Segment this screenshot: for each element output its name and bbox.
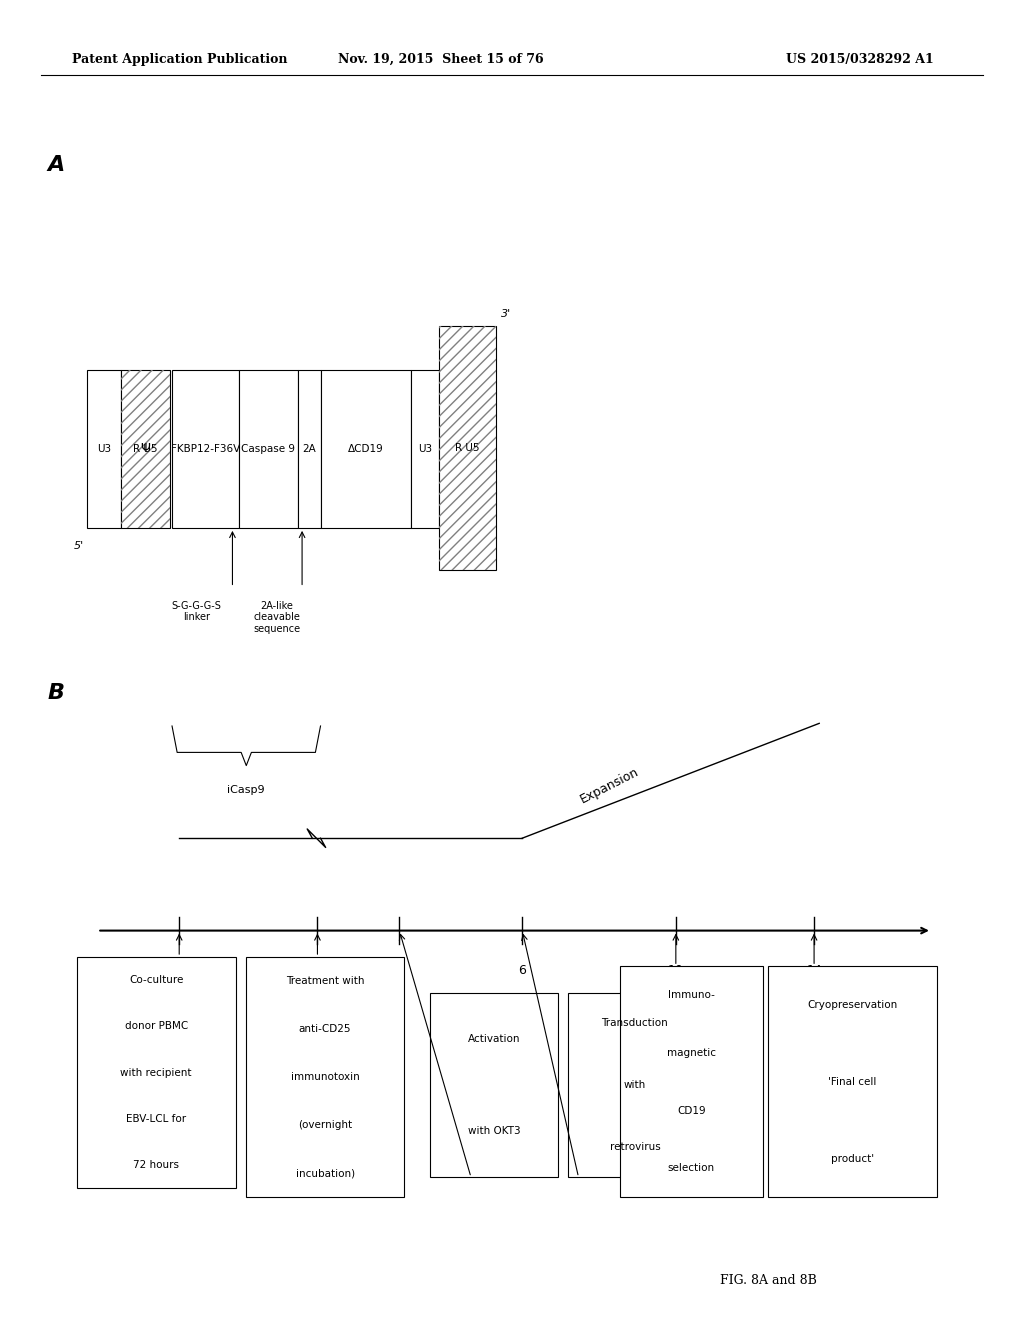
Text: 4: 4	[395, 964, 403, 977]
Text: Co-culture: Co-culture	[129, 975, 183, 985]
Text: 2A: 2A	[302, 444, 316, 454]
Bar	[239, 370, 298, 528]
Bar	[77, 957, 236, 1188]
Text: Cryopreservation: Cryopreservation	[807, 999, 898, 1010]
Text: 72 hours: 72 hours	[133, 1160, 179, 1170]
Text: Activation: Activation	[468, 1034, 520, 1044]
Text: 5': 5'	[74, 541, 84, 552]
Bar	[568, 993, 701, 1177]
Text: Day: Day	[80, 966, 104, 979]
Text: 0: 0	[175, 964, 183, 977]
Text: product': product'	[830, 1154, 874, 1164]
Text: iCasp9: iCasp9	[227, 785, 265, 796]
Text: immunotoxin: immunotoxin	[291, 1072, 359, 1082]
Bar	[439, 326, 496, 570]
Text: donor PBMC: donor PBMC	[125, 1022, 187, 1031]
Text: incubation): incubation)	[296, 1168, 354, 1179]
Text: anti-CD25: anti-CD25	[299, 1024, 351, 1034]
Bar	[321, 370, 411, 528]
Text: with recipient: with recipient	[121, 1068, 191, 1077]
Text: 6: 6	[518, 964, 526, 977]
Text: FIG. 8A and 8B: FIG. 8A and 8B	[720, 1274, 816, 1287]
Text: (overnight: (overnight	[298, 1121, 352, 1130]
Text: R U5: R U5	[456, 444, 479, 453]
Text: with: with	[624, 1080, 646, 1090]
Text: magnetic: magnetic	[667, 1048, 716, 1057]
Text: R U5: R U5	[133, 444, 158, 454]
Text: 3: 3	[313, 964, 322, 977]
Text: A: A	[48, 154, 65, 176]
Text: Immuno-: Immuno-	[668, 990, 715, 1001]
Text: selection: selection	[668, 1163, 715, 1173]
Text: CD19: CD19	[677, 1106, 706, 1115]
Text: Patent Application Publication: Patent Application Publication	[72, 53, 287, 66]
Text: Ψ: Ψ	[140, 442, 151, 455]
Text: with OKT3: with OKT3	[468, 1126, 520, 1137]
Text: Caspase 9: Caspase 9	[242, 444, 295, 454]
Text: 10: 10	[668, 964, 684, 977]
Bar	[768, 966, 937, 1197]
Text: EBV-LCL for: EBV-LCL for	[126, 1114, 186, 1123]
Bar	[439, 326, 496, 570]
Text: U3: U3	[418, 444, 432, 454]
Text: retrovirus: retrovirus	[609, 1142, 660, 1151]
Text: Transduction: Transduction	[601, 1019, 669, 1028]
Bar	[121, 370, 170, 528]
Bar	[620, 966, 763, 1197]
Text: 2A-like
cleavable
sequence: 2A-like cleavable sequence	[253, 601, 300, 634]
Text: FKBP12-F36V: FKBP12-F36V	[171, 444, 240, 454]
Bar	[430, 993, 558, 1177]
Text: U3: U3	[97, 444, 111, 454]
Text: US 2015/0328292 A1: US 2015/0328292 A1	[786, 53, 934, 66]
Text: 'Final cell: 'Final cell	[828, 1077, 877, 1086]
Bar	[172, 370, 239, 528]
Text: 14: 14	[806, 964, 822, 977]
Bar	[246, 957, 404, 1197]
Text: B: B	[48, 682, 65, 704]
Text: Nov. 19, 2015  Sheet 15 of 76: Nov. 19, 2015 Sheet 15 of 76	[338, 53, 543, 66]
Bar	[411, 370, 439, 528]
Bar	[121, 370, 170, 528]
Bar	[298, 370, 321, 528]
Text: 3': 3'	[501, 309, 511, 319]
Text: S-G-G-G-S
linker: S-G-G-G-S linker	[172, 601, 221, 622]
Text: Expansion: Expansion	[578, 766, 641, 805]
Bar	[87, 370, 121, 528]
Text: ΔCD19: ΔCD19	[348, 444, 383, 454]
Text: Treatment with: Treatment with	[286, 975, 365, 986]
